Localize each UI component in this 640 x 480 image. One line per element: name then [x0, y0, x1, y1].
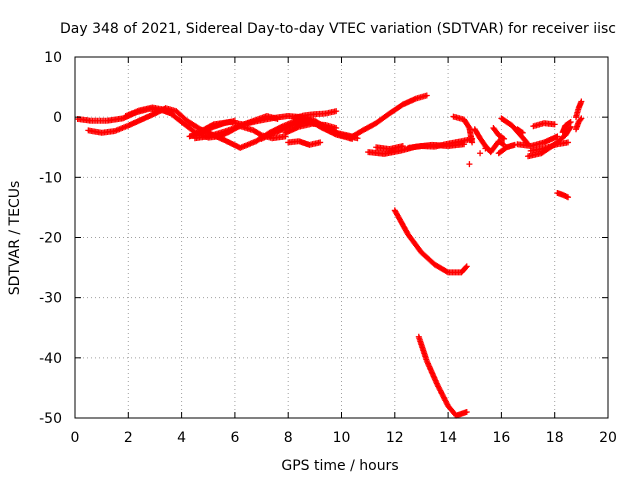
y-tick-label: -50 [39, 411, 62, 427]
y-tick-label: 10 [44, 50, 62, 66]
data-point [466, 161, 473, 168]
y-axis: -50 -40 -30 -20 -10 0 10 [39, 50, 608, 427]
data-series-track-28 [554, 189, 572, 201]
data-series-track-13 [373, 143, 406, 153]
x-tick-label: 6 [230, 430, 239, 446]
x-tick-label: 2 [124, 430, 133, 446]
data-point [477, 150, 484, 157]
data-series-track-10 [290, 108, 340, 122]
x-tick-label: 0 [71, 430, 80, 446]
data-point [482, 145, 489, 152]
data-point-markers [559, 118, 574, 136]
data-series-track-20 [495, 141, 518, 157]
data-point-markers [373, 143, 406, 153]
data-series-track-9 [285, 138, 324, 148]
data-point-markers [450, 113, 476, 146]
data-point-markers [514, 133, 561, 150]
data-point-markers [391, 207, 470, 276]
y-tick-label: 0 [53, 110, 62, 126]
x-tick-label: 16 [492, 430, 510, 446]
data-series-track-26 [530, 120, 558, 130]
data-series-track-16 [391, 207, 470, 276]
data-series-track-24 [514, 133, 561, 150]
data-point-markers [514, 126, 526, 136]
x-tick-label: 12 [386, 430, 404, 446]
x-tick-label: 20 [599, 430, 617, 446]
x-tick-label: 18 [546, 430, 564, 446]
y-tick-label: -10 [39, 170, 62, 186]
y-tick-label: -30 [39, 291, 62, 307]
y-tick-label: -20 [39, 231, 62, 247]
data-point-markers [490, 124, 508, 142]
data-points [74, 92, 585, 419]
data-point-markers [290, 108, 340, 122]
y-axis-label: SDTVAR / TECUs [7, 181, 23, 296]
chart-title: Day 348 of 2021, Sidereal Day-to-day VTE… [60, 21, 616, 37]
data-series-track-27 [559, 118, 574, 136]
data-point-markers [495, 141, 518, 157]
data-series-track-15 [450, 113, 476, 146]
data-series-track-29 [573, 98, 585, 121]
data-series-track-30 [573, 115, 585, 133]
data-point-markers [573, 115, 585, 133]
data-point-markers [554, 189, 572, 201]
data-series-track-14 [405, 135, 476, 151]
x-tick-label: 8 [284, 430, 293, 446]
data-point-markers [346, 92, 430, 142]
data-point-markers [415, 333, 470, 419]
grid-lines [75, 57, 608, 418]
data-series-track-22 [514, 126, 526, 136]
x-axis-label: GPS time / hours [281, 458, 398, 474]
data-series-track-19 [490, 124, 508, 142]
data-point-markers [285, 138, 324, 148]
data-series-track-25 [527, 139, 572, 154]
data-point-markers [282, 120, 340, 136]
data-point-markers [122, 104, 174, 119]
data-series-track-8 [282, 120, 340, 136]
x-tick-label: 10 [333, 430, 351, 446]
x-tick-label: 14 [439, 430, 457, 446]
x-tick-label: 4 [177, 430, 186, 446]
data-series-track-11 [346, 92, 430, 142]
y-tick-label: -40 [39, 351, 62, 367]
x-axis: 0 2 4 6 8 10 12 14 16 18 20 [71, 57, 617, 446]
data-series-track-3 [122, 104, 174, 119]
data-point-markers [573, 98, 585, 121]
data-series-track-17 [415, 333, 470, 419]
data-point-markers [405, 135, 476, 151]
data-point-markers [527, 139, 572, 154]
data-point-markers [530, 120, 558, 130]
